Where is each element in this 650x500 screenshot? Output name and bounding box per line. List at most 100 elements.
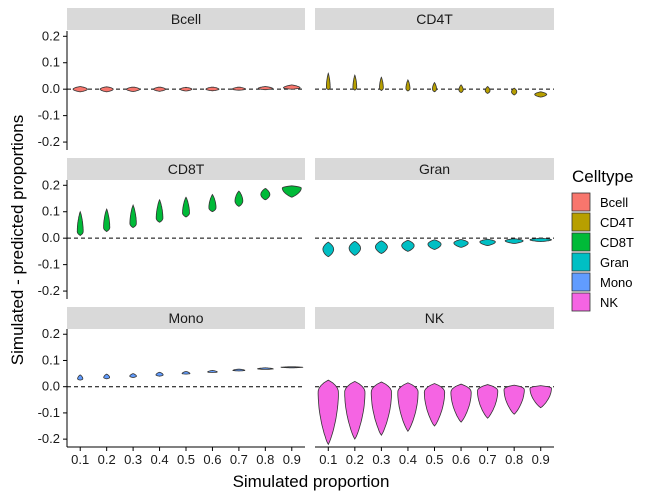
x-tick-label: 0.1 [71,452,89,467]
violin-mono-0.5 [181,371,191,375]
violin-nk-0.9 [529,385,552,409]
violin-gran-0.2 [348,240,362,256]
panel-bcell: Bcell -0.2 -0.1 0.0 0.1 0.2 [38,8,305,150]
x-tick-label: 0.1 [319,452,337,467]
panel-strip-label: Mono [168,310,203,326]
y-axis-title: Simulated - predicted proportions [8,115,27,365]
violin-gran-0.8 [504,238,524,244]
legend-swatch-mono [571,272,591,292]
violin-mono-0.1 [77,374,84,381]
legend: Celltype Bcell CD4T CD8T Gran Mono NK [571,167,634,312]
violin-cd4t-0.9 [534,91,548,98]
x-tick-label: 0.2 [98,452,116,467]
x-tick-label: 0.4 [399,452,417,467]
legend-swatch-nk [571,292,591,312]
panels-layer: Bcell -0.2 -0.1 0.0 0.1 0.2 CD4T CD8T -0.2 -0.1 0.… [38,8,554,467]
y-tick-label: 0.2 [42,177,60,192]
violin-gran-0.6 [453,239,469,248]
violin-bcell-0.3 [126,86,141,93]
x-tick-label: 0.4 [151,452,169,467]
panel-strip-label: CD4T [416,11,453,27]
y-tick-label: 0.0 [42,81,60,96]
legend-label-cd8t: CD8T [600,235,634,250]
y-tick-label: 0.1 [42,352,60,367]
violin-mono-0.7 [232,368,246,372]
violin-cd4t-0.1 [326,72,331,91]
x-tick-label: 0.9 [532,452,550,467]
x-tick-label: 0.3 [124,452,142,467]
panel-strip-label: NK [425,310,445,326]
violin-cd4t-0.8 [511,87,518,96]
y-tick-label: -0.2 [38,134,60,149]
violin-gran-0.1 [322,241,335,258]
y-tick-label: 0.1 [42,204,60,219]
panel-strip-label: Bcell [171,11,201,27]
violin-nk-0.1 [317,379,339,446]
x-tick-label: 0.6 [452,452,470,467]
x-tick-label: 0.7 [230,452,248,467]
legend-swatch-bcell [571,192,591,212]
legend-swatch-cd8t [571,232,591,252]
violin-nk-0.6 [450,383,472,423]
panel-strip [67,158,305,180]
legend-label-cd4t: CD4T [600,215,634,230]
x-tick-label: 0.8 [256,452,274,467]
violin-cd8t-0.7 [234,190,244,207]
x-tick-label: 0.3 [372,452,390,467]
violin-mono-0.3 [129,373,137,378]
violin-cd8t-0.1 [76,210,84,236]
violin-cd4t-0.5 [432,81,437,93]
x-axis-title: Simulated proportion [233,472,390,491]
panel-mono: Mono -0.2 -0.1 0.0 0.1 0.2 0.1 0.2 0.3 0.4 0.5 0.6 0… [38,307,305,467]
violin-cd4t-0.2 [352,74,358,91]
violin-gran-0.4 [401,239,415,252]
panel-gran: Gran [315,158,554,258]
violin-nk-0.5 [423,383,446,427]
y-tick-label: -0.2 [38,431,60,446]
x-tick-label: 0.8 [505,452,523,467]
violin-bcell-0.1 [72,86,88,93]
y-tick-label: 0.2 [42,326,60,341]
violin-nk-0.8 [503,384,525,415]
violin-gran-0.7 [479,238,496,247]
y-tick-label: 0.1 [42,55,60,70]
x-tick-label: 0.9 [283,452,301,467]
violin-cd8t-0.3 [129,204,137,229]
legend-label-mono: Mono [600,275,633,290]
y-tick-label: -0.1 [38,405,60,420]
violin-bcell-0.7 [231,86,246,91]
violin-mono-0.8 [257,367,275,370]
violin-bcell-0.9 [283,84,301,90]
legend-label-nk: NK [600,295,618,310]
violin-cd4t-0.4 [405,79,411,92]
violin-cd4t-0.7 [484,86,491,94]
violin-gran-0.3 [375,240,388,254]
legend-swatch-gran [571,252,591,272]
violin-cd8t-0.9 [281,185,302,198]
panel-strip [67,307,305,329]
violin-mono-0.4 [155,371,164,377]
legend-label-gran: Gran [600,255,629,270]
violin-bcell-0.5 [179,86,193,92]
panel-strip [315,158,554,180]
y-tick-label: 0.0 [42,230,60,245]
panel-nk: NK 0.1 0.2 0.3 0.4 0.5 0.6 0.7 0.8 0.9 [315,307,554,467]
violin-cd8t-0.2 [103,208,111,233]
x-tick-label: 0.7 [479,452,497,467]
violin-cd8t-0.4 [155,198,164,223]
violin-cd8t-0.8 [260,188,271,201]
panel-cd4t: CD4T [315,8,554,98]
violin-mono-0.9 [280,366,304,369]
x-tick-label: 0.2 [346,452,364,467]
panel-strip [315,8,554,30]
violin-cd4t-0.6 [458,84,464,94]
panel-strip [67,8,305,30]
panel-strip-label: Gran [419,161,450,177]
violin-bcell-0.6 [205,86,220,92]
violin-mono-0.2 [103,373,110,380]
violin-mono-0.6 [207,369,218,373]
violin-cd8t-0.6 [208,193,217,213]
panel-cd8t: CD8T -0.2 -0.1 0.0 0.1 0.2 [38,158,305,299]
x-tick-label: 0.5 [425,452,443,467]
